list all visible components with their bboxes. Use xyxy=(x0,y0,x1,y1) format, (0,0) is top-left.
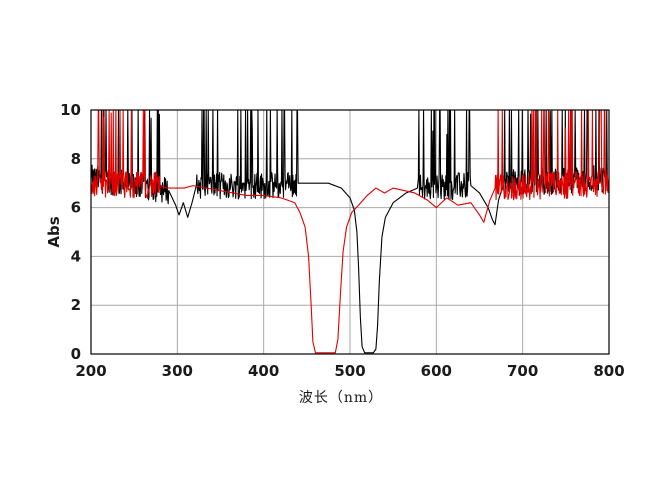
y-tick-label: 0 xyxy=(71,345,81,363)
plot-frame xyxy=(90,109,610,355)
x-axis-label: 波长（nm） xyxy=(299,390,383,406)
y-tick-label: 10 xyxy=(60,101,81,119)
y-tick-label: 6 xyxy=(71,199,81,217)
y-tick-label: 8 xyxy=(71,150,81,168)
y-axis-label: Abs xyxy=(45,216,63,247)
x-tick-label: 200 xyxy=(75,362,106,380)
plot-area-border xyxy=(90,109,610,355)
y-tick-label: 2 xyxy=(71,296,81,314)
y-tick-label: 4 xyxy=(71,247,81,265)
series-line-2 xyxy=(90,109,610,354)
x-tick-label: 800 xyxy=(593,362,624,380)
series-layer xyxy=(90,109,610,354)
x-tick-label: 300 xyxy=(162,362,193,380)
x-tick-label: 700 xyxy=(507,362,538,380)
tick-labels: 200 300 400 500 600 700 800 0 2 4 6 8 10 xyxy=(60,101,625,380)
x-tick-label: 400 xyxy=(248,362,279,380)
x-tick-label: 600 xyxy=(421,362,452,380)
x-tick-label: 500 xyxy=(334,362,365,380)
